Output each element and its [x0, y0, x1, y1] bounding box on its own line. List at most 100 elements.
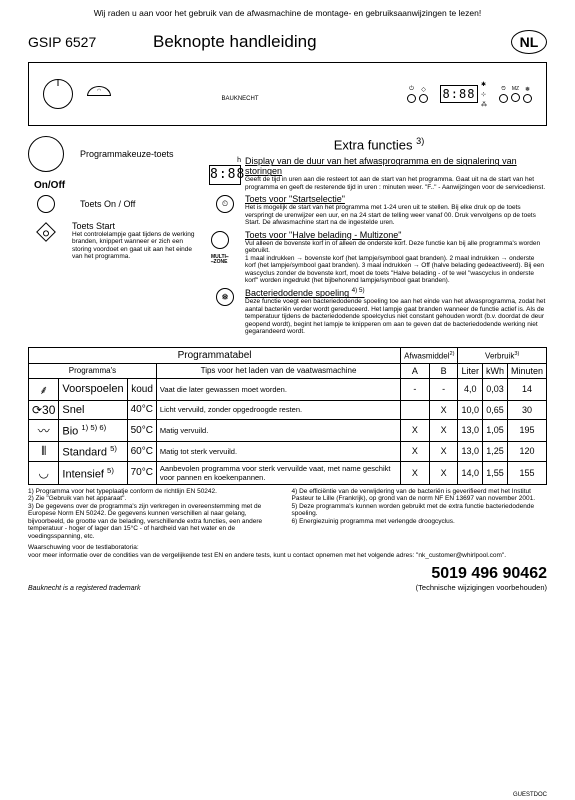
- panel-multizone-icon: [511, 93, 520, 102]
- panel-start-icon: [419, 94, 428, 103]
- h-label: h: [209, 157, 241, 164]
- panel-onoff-icon: [407, 94, 416, 103]
- fn-startsel-head: Toets voor "Startselectie": [245, 194, 547, 204]
- test-warning: Waarschuwing voor de testlaboratoria: vo…: [28, 544, 547, 559]
- onoff-heading: On/Off: [34, 180, 203, 191]
- cell-min: 155: [507, 461, 546, 484]
- program-name: Standard 5): [59, 441, 127, 461]
- cell-kwh: 1,55: [482, 461, 507, 484]
- program-icon: ◡: [29, 461, 59, 484]
- program-knob-symbol: [28, 136, 64, 172]
- program-icon: ⸙: [29, 378, 59, 400]
- fn-display-head: Display van de duur van het afwasprogram…: [245, 156, 547, 176]
- th-min: Minuten: [507, 363, 546, 378]
- header-row: GSIP 6527 Beknopte handleiding NL: [28, 30, 547, 54]
- th-programmas: Programma's: [29, 363, 157, 378]
- cell-kwh: 1,25: [482, 441, 507, 461]
- panel-display-icon: 8:88: [440, 85, 478, 103]
- multizone-button-icon: [211, 231, 229, 249]
- table-row: ⦀Standard 5)60°CMatig tot sterk vervuild…: [29, 441, 547, 461]
- th-b: B: [429, 363, 458, 378]
- program-temp: koud: [127, 378, 156, 400]
- program-icon: 〰: [29, 419, 59, 441]
- program-icon: ⦀: [29, 441, 59, 461]
- cell-liter: 13,0: [458, 419, 483, 441]
- cell-kwh: 0,03: [482, 378, 507, 400]
- cell-b: X: [429, 441, 458, 461]
- fn-bact-head: Bacteriedodende spoeling 4) 5): [245, 287, 547, 298]
- cell-a: -: [401, 378, 430, 400]
- cell-a: X: [401, 441, 430, 461]
- cell-min: 195: [507, 419, 546, 441]
- top-warning: Wij raden u aan voor het gebruik van de …: [28, 8, 547, 18]
- fn-display-desc: Geeft de tijd in uren aan die resteert t…: [245, 176, 547, 191]
- fn-display: h 8:88 Display van de duur van het afwas…: [211, 156, 547, 191]
- th-kwh: kWh: [482, 363, 507, 378]
- program-tip: Vaat die later gewassen moet worden.: [156, 378, 400, 400]
- cell-a: [401, 400, 430, 419]
- footnotes-right: 4) De efficiëntie van de verwijdering va…: [292, 488, 548, 540]
- start-button-label: Toets Start: [72, 221, 203, 231]
- program-temp: 60°C: [127, 441, 156, 461]
- display-icon: 8:88: [209, 165, 241, 185]
- program-tip: Matig tot sterk vervuild.: [156, 441, 400, 461]
- cell-kwh: 0,65: [482, 400, 507, 419]
- th-tips: Tips voor het laden van de vaatwasmachin…: [156, 363, 400, 378]
- th-afwasmiddel: Afwasmiddel2): [401, 347, 458, 363]
- guestdoc-tag: GUESTDOC: [513, 792, 547, 798]
- cell-liter: 10,0: [458, 400, 483, 419]
- document-note: (Technische wijzigingen voorbehouden): [416, 583, 547, 592]
- th-verbruik: Verbruik3): [458, 347, 547, 363]
- page-title: Beknopte handleiding: [153, 32, 511, 52]
- table-row: ⟳30Snel40°CLicht vervuild, zonder opgedr…: [29, 400, 547, 419]
- start-button-symbol: [36, 222, 56, 242]
- language-badge: NL: [511, 30, 547, 54]
- cell-a: X: [401, 419, 430, 441]
- fn-multizone: MULTI⎯ ⎯ZONE Toets voor "Halve belading …: [211, 230, 547, 285]
- program-temp: 70°C: [127, 461, 156, 484]
- cell-b: X: [429, 461, 458, 484]
- program-tip: Matig vervuild.: [156, 419, 400, 441]
- document-number: 5019 496 90462: [416, 565, 547, 583]
- table-row: ⸙VoorspoelenkoudVaat die later gewassen …: [29, 378, 547, 400]
- fn-bact-desc: Deze functie voegt een bacteriedodende s…: [245, 298, 547, 335]
- footnotes: 1) Programma voor het typeplaatje confor…: [28, 488, 547, 540]
- program-name: Bio 1) 5) 6): [59, 419, 127, 441]
- program-knob-label: Programmakeuze-toets: [80, 149, 174, 159]
- fn-multizone-intro: Vul alleen de bovenste korf in of alleen…: [245, 240, 547, 255]
- fn-startsel-desc: Het is mogelijk de start van het program…: [245, 204, 547, 226]
- program-temp: 40°C: [127, 400, 156, 419]
- program-icon: ⟳30: [29, 400, 59, 419]
- fn-multizone-desc: 1 maal indrukken → bovenste korf (het la…: [245, 255, 547, 285]
- cell-min: 30: [507, 400, 546, 419]
- th-a: A: [401, 363, 430, 378]
- right-column: Extra functies 3) h 8:88 Display van de …: [211, 136, 547, 339]
- program-name: Voorspoelen: [59, 378, 127, 400]
- fn-startselect: ⏲ Toets voor "Startselectie" Het is moge…: [211, 194, 547, 226]
- cell-min: 14: [507, 378, 546, 400]
- program-temp: 50°C: [127, 419, 156, 441]
- cell-b: X: [429, 400, 458, 419]
- onoff-button-symbol: [37, 195, 55, 213]
- table-row: 〰Bio 1) 5) 6)50°CMatig vervuild.XX13,01,…: [29, 419, 547, 441]
- cell-kwh: 1,05: [482, 419, 507, 441]
- model-number: GSIP 6527: [28, 34, 153, 50]
- program-name: Intensief 5): [59, 461, 127, 484]
- table-row: ◡Intensief 5)70°CAanbevolen programma vo…: [29, 461, 547, 484]
- cell-liter: 4,0: [458, 378, 483, 400]
- fn-bacteria: ❅ Bacteriedodende spoeling 4) 5) Deze fu…: [211, 287, 547, 335]
- multizone-label2: ⎯ZONE: [211, 260, 227, 265]
- panel-delay-icon: [499, 94, 508, 103]
- panel-buttons-group: ⏻ ◇ 8:88 ✱⊹⁂ ⏲ MZ ❅: [407, 81, 532, 108]
- program-knob-icon: [43, 79, 73, 109]
- cell-b: -: [429, 378, 458, 400]
- cell-a: X: [401, 461, 430, 484]
- th-liter: Liter: [458, 363, 483, 378]
- onoff-button-label: Toets On / Off: [80, 199, 135, 209]
- program-table: Programmatabel Afwasmiddel2) Verbruik3) …: [28, 347, 547, 485]
- trademark-note: Bauknecht is a registered trademark: [28, 585, 140, 592]
- start-button-desc: Het controlelampje gaat tijdens de werki…: [72, 231, 203, 261]
- program-tip: Licht vervuild, zonder opgedroogde reste…: [156, 400, 400, 419]
- clock-icon: ⏲: [216, 195, 234, 213]
- footer: Bauknecht is a registered trademark 5019…: [28, 565, 547, 592]
